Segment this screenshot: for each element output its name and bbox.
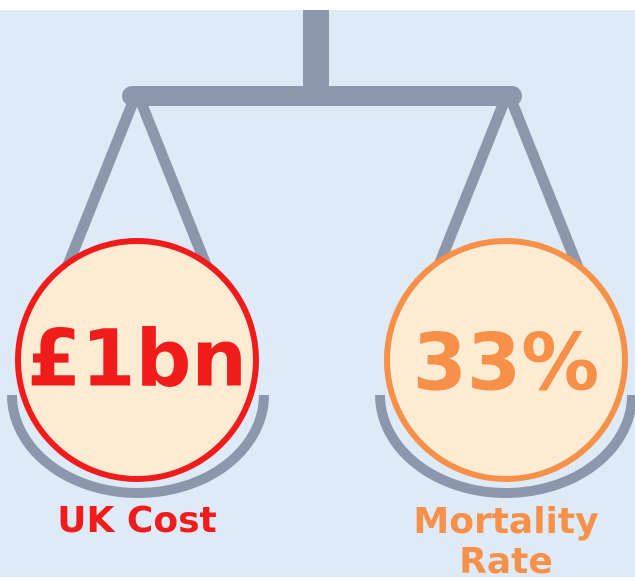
- left-pan: [7, 394, 269, 498]
- right-value: 33%: [413, 318, 600, 408]
- strings: [56, 86, 589, 286]
- post: [303, 10, 329, 90]
- right-label: Mortality Rate: [413, 501, 599, 582]
- left-circle: [15, 238, 259, 482]
- left-label: UK Cost: [57, 500, 217, 541]
- left-value: £1bn: [27, 314, 247, 404]
- right-circle: [384, 238, 628, 482]
- right-pan: [375, 394, 635, 498]
